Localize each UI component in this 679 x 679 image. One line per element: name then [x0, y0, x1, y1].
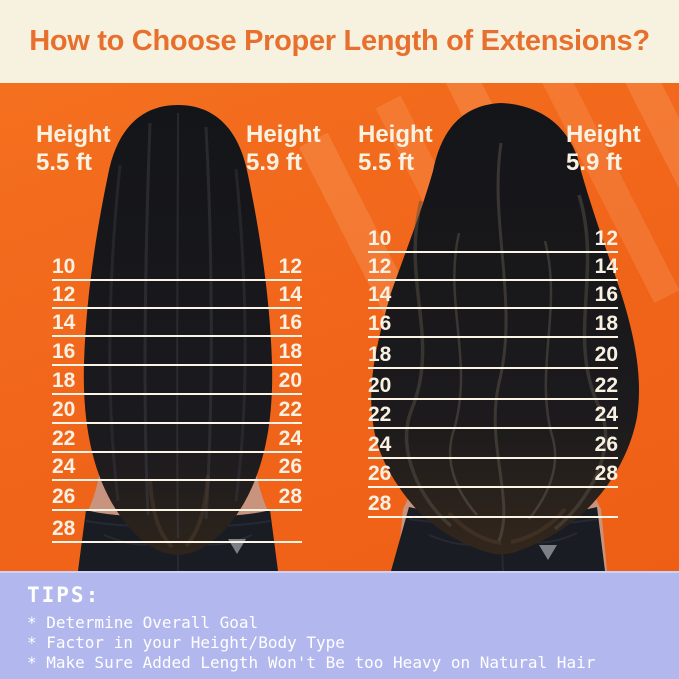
ruler-row: 24 26	[52, 451, 302, 481]
hair-strand-highlight	[143, 122, 152, 516]
hair-tip-brown	[510, 507, 567, 544]
length-right: 14	[278, 283, 302, 306]
height-label-right-figure-left: Height 5.5 ft	[358, 121, 433, 177]
ruler-row: 10 12	[368, 223, 618, 253]
ruler-row: 22 24	[52, 423, 302, 453]
length-left: 24	[52, 455, 76, 478]
ruler-row: 26 28	[368, 458, 618, 488]
ruler-row: 20 22	[368, 370, 618, 400]
tips-heading: TIPS:	[27, 583, 101, 607]
hair-wave-highlight	[528, 240, 557, 520]
height-value: 5.5 ft	[358, 149, 415, 176]
length-right: 20	[278, 369, 302, 392]
length-right: 28	[594, 462, 618, 485]
length-left: 20	[52, 398, 76, 421]
ruler-row: 14 16	[368, 279, 618, 309]
hair-wave-highlight	[493, 142, 508, 542]
ruler-row: 12 14	[368, 251, 618, 281]
height-label-left-figure-left: Height 5.5 ft	[36, 121, 111, 177]
length-right: 20	[594, 343, 618, 366]
jeans-triangle-logo	[539, 545, 557, 560]
height-label-left-figure-right: Height 5.9 ft	[246, 121, 321, 177]
ruler-row: 26 28	[52, 481, 302, 511]
straight-hair	[83, 105, 273, 555]
height-value: 5.5 ft	[36, 149, 93, 176]
length-left: 12	[52, 283, 76, 306]
height-word: Height	[246, 121, 321, 148]
length-left: 16	[52, 340, 76, 363]
ruler-row: 14 16	[52, 307, 302, 337]
height-value: 5.9 ft	[246, 149, 303, 176]
length-right: 16	[278, 311, 302, 334]
length-right: 26	[594, 433, 618, 456]
hair-strand-highlight	[176, 112, 179, 539]
length-right: 12	[278, 255, 302, 278]
length-right: 24	[278, 427, 302, 450]
hair-wave-highlight	[404, 200, 453, 528]
length-left: 18	[368, 343, 392, 366]
tips-section: TIPS: * Determine Overall Goal * Factor …	[0, 571, 679, 679]
ruler-row: 16 18	[368, 308, 618, 338]
length-right: 22	[594, 374, 618, 397]
length-left: 10	[368, 227, 392, 250]
ruler-row: 20 22	[52, 394, 302, 424]
length-left: 16	[368, 312, 392, 335]
length-left: 26	[368, 462, 392, 485]
ruler-row: 10 12	[52, 251, 302, 281]
ruler-row: 24 26	[368, 429, 618, 459]
length-right: 28	[278, 485, 302, 508]
hair-strand-highlight	[204, 126, 213, 520]
length-right: 26	[278, 455, 302, 478]
length-left: 28	[52, 517, 76, 540]
length-right: 16	[594, 283, 618, 306]
length-left: 22	[52, 427, 76, 450]
length-left: 22	[368, 403, 392, 426]
length-right: 14	[594, 255, 618, 278]
measurement-stage: Height 5.5 ft Height 5.9 ft Height 5.5 f…	[0, 83, 679, 571]
ruler-row: 28	[52, 513, 302, 543]
ruler-row: 16 18	[52, 336, 302, 366]
straight-hair-figure	[78, 105, 278, 571]
hair-wave-highlight	[553, 194, 608, 531]
length-left: 20	[368, 374, 392, 397]
ruler-row: 22 24	[368, 399, 618, 429]
height-word: Height	[36, 121, 111, 148]
ruler-row: 12 14	[52, 279, 302, 309]
height-word: Height	[358, 121, 433, 148]
ruler-panel-straight: 10 12 12 14 14 16 16 18 18 20 20 22	[52, 83, 302, 571]
wavy-hair	[371, 103, 640, 555]
height-value: 5.9 ft	[566, 149, 623, 176]
ruler-row: 18 20	[52, 365, 302, 395]
length-left: 14	[368, 283, 392, 306]
length-left: 10	[52, 255, 76, 278]
wavy-hair-figure	[371, 103, 640, 571]
length-right: 22	[278, 398, 302, 421]
length-left: 18	[52, 369, 76, 392]
hair-strand-highlight	[108, 164, 122, 502]
length-right: 18	[594, 312, 618, 335]
page-title: How to Choose Proper Length of Extension…	[29, 25, 650, 57]
ruler-row: 28	[368, 488, 618, 518]
length-left: 14	[52, 311, 76, 334]
tip-item: * Make Sure Added Length Won't Be too He…	[27, 653, 596, 672]
length-left: 12	[368, 255, 392, 278]
length-right: 12	[594, 227, 618, 250]
tip-item: * Determine Overall Goal	[27, 613, 259, 632]
ruler-row: 18 20	[368, 339, 618, 369]
hair-strand-highlight	[234, 168, 247, 502]
length-right: 24	[594, 403, 618, 426]
length-left: 28	[368, 492, 392, 515]
hair-wave-highlight	[448, 232, 478, 516]
tip-item: * Factor in your Height/Body Type	[27, 633, 345, 652]
header: How to Choose Proper Length of Extension…	[0, 0, 679, 83]
height-label-right-figure-right: Height 5.9 ft	[566, 121, 641, 177]
length-right: 18	[278, 340, 302, 363]
length-left: 24	[368, 433, 392, 456]
length-left: 26	[52, 485, 76, 508]
ruler-panel-wavy: 10 12 12 14 14 16 16 18 18 20 20 22	[368, 83, 618, 571]
height-word: Height	[566, 121, 641, 148]
